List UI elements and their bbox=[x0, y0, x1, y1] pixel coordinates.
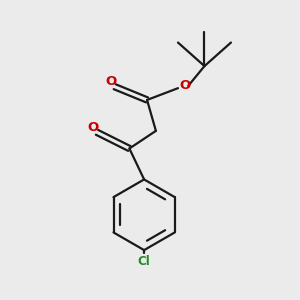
Text: Cl: Cl bbox=[138, 255, 151, 268]
Text: O: O bbox=[87, 121, 98, 134]
Text: O: O bbox=[180, 79, 191, 92]
Text: O: O bbox=[106, 75, 117, 88]
